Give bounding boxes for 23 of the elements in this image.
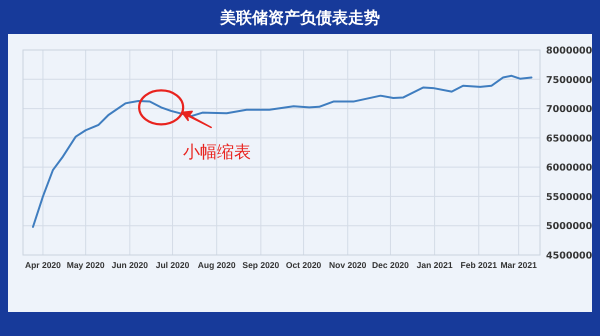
x-tick-label: Feb 2021 [460,260,498,270]
y-tick-label: 7000000 [546,104,593,116]
x-tick-label: Jun 2020 [112,260,148,270]
y-tick-label: 6000000 [546,162,593,174]
x-tick-label: Mar 2021 [500,260,538,270]
y-tick-label: 7500000 [546,74,593,86]
annotation: 小幅缩表 [183,142,252,162]
x-tick-label: Apr 2020 [24,260,62,270]
x-tick-label: Jan 2021 [416,260,453,270]
y-tick-label: 6500000 [546,133,593,144]
x-tick-label: Dec 2020 [372,260,410,270]
y-tick-label: 5000000 [546,221,593,232]
x-tick-label: Nov 2020 [329,260,367,270]
y-tick-label: 5500000 [546,192,593,203]
y-tick-label: 8000000 [546,46,593,56]
x-tick-label: Aug 2020 [198,260,236,270]
x-tick-label: Oct 2020 [286,260,322,270]
x-tick-label: May 2020 [66,260,105,270]
x-tick-label: Sep 2020 [242,260,280,270]
y-tick-label: 4500000 [546,250,593,262]
chart-title: 美联储资产负债表走势 [219,8,380,27]
line-series [32,74,532,228]
x-tick-label: Jul 2020 [156,260,190,270]
